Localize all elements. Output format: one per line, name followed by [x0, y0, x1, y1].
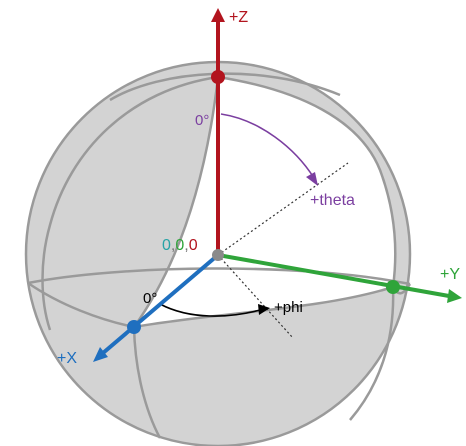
origin-separator-2: ,	[184, 237, 188, 254]
meridian-right	[349, 286, 395, 421]
origin-label: 0,0,0	[162, 237, 198, 254]
phi-label: +phi	[274, 299, 303, 316]
x-axis-label: +X	[57, 350, 77, 367]
y-axis-arrowhead	[447, 289, 462, 303]
meridian-left	[41, 75, 219, 331]
y-axis	[217, 253, 450, 298]
origin-z-value: 0	[189, 237, 198, 254]
origin-y-value: 0	[175, 237, 184, 254]
theta-arrowhead	[306, 172, 318, 186]
phi-arc	[159, 303, 261, 317]
z-axis-label: +Z	[229, 9, 248, 26]
meridian-front	[132, 326, 162, 439]
origin-separator-1: ,	[171, 237, 175, 254]
x-axis	[101, 253, 220, 355]
phi-arrowhead	[258, 304, 270, 315]
y-axis-label: +Y	[440, 266, 460, 283]
x-axis-intersection-point	[127, 320, 141, 334]
y-axis-intersection-point	[386, 280, 400, 294]
theta-zero-label: 0°	[195, 112, 209, 129]
phi-guide-line	[217, 254, 294, 339]
phi-zero-label: 0°	[143, 290, 157, 307]
x-axis-arrowhead	[93, 347, 108, 362]
theta-arc	[220, 113, 315, 179]
z-axis-intersection-point	[211, 70, 225, 84]
equator-front	[27, 281, 135, 329]
sphere-cutout	[131, 75, 397, 329]
origin-x-value: 0	[162, 237, 171, 254]
z-axis-arrowhead	[211, 8, 225, 22]
origin-point	[212, 249, 224, 261]
equator-back	[27, 267, 411, 286]
theta-label: +theta	[310, 192, 355, 209]
